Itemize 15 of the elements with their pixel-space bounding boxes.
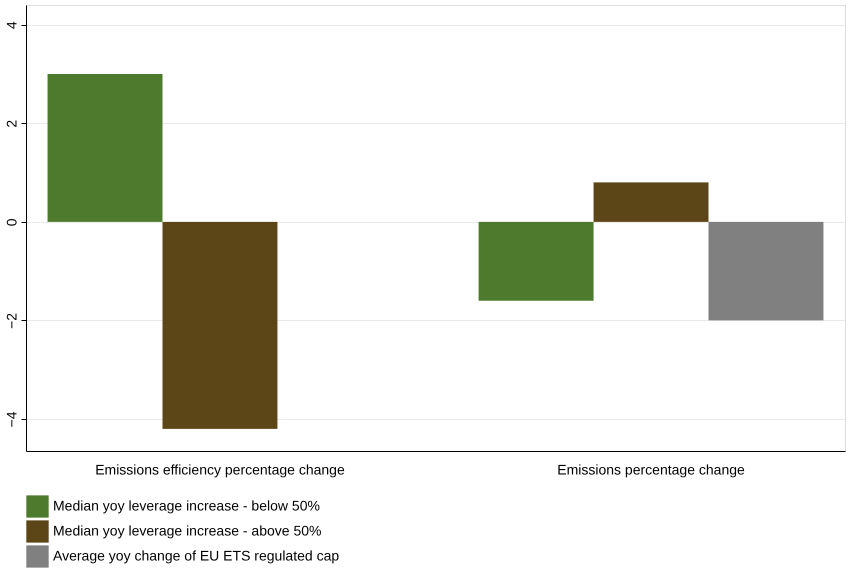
legend-label: Median yoy leverage increase - below 50% — [53, 498, 320, 514]
y-tick-label: 4 — [4, 21, 20, 30]
y-tick-label: −4 — [4, 411, 20, 428]
x-tick-label: Emissions efficiency percentage change — [95, 462, 345, 478]
bar — [162, 222, 278, 429]
y-tick-label: 0 — [4, 218, 20, 226]
bar — [708, 222, 824, 320]
bar — [48, 74, 162, 222]
bar — [594, 182, 708, 222]
legend-label: Average yoy change of EU ETS regulated cap — [53, 548, 340, 564]
bar — [478, 222, 594, 301]
y-tick-label: 2 — [4, 120, 20, 128]
y-tick-label: −2 — [4, 312, 20, 329]
x-tick-label: Emissions percentage change — [557, 462, 746, 478]
legend-label: Median yoy leverage increase - above 50% — [53, 522, 322, 538]
